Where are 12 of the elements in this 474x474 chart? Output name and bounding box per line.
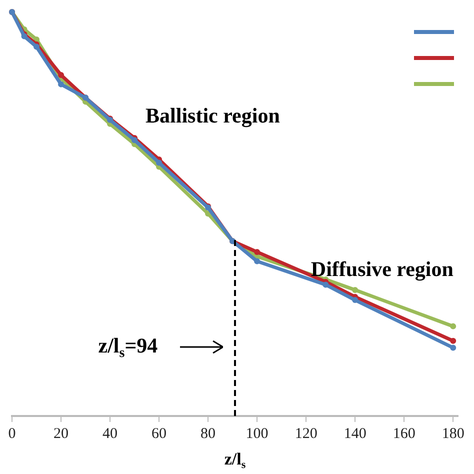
x-tick-label: 0 [8,426,16,442]
x-tick-label: 100 [246,426,268,442]
x-tick-label: 120 [294,426,318,442]
x-tick-label: 80 [200,426,216,442]
x-tick-label: 140 [344,426,366,442]
annotation: Diffusive region [310,256,454,281]
x-tick-label: 180 [442,426,464,442]
annotation: Ballistic region [146,103,280,128]
x-tick-label: 160 [392,426,416,442]
x-tick-label: 20 [54,426,69,442]
x-tick-label: 40 [102,426,118,442]
x-tick-label: 60 [152,426,167,442]
